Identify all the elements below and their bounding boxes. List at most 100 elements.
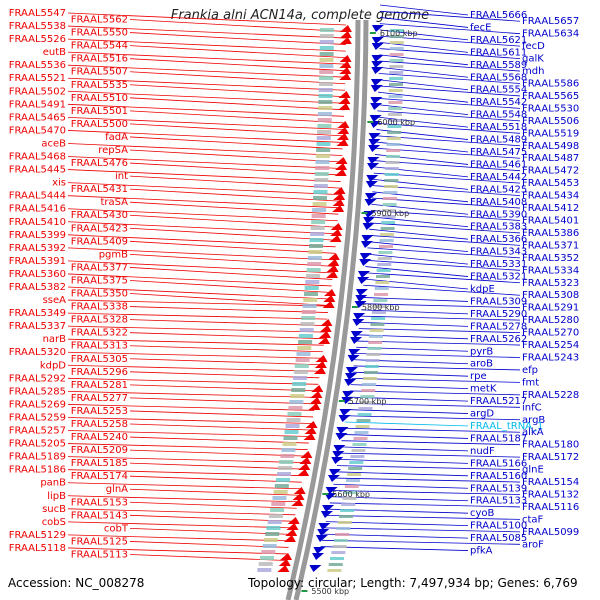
- gene-label-right[interactable]: glnE: [522, 465, 544, 476]
- gene-label-right[interactable]: FRAAL5611: [470, 47, 527, 58]
- gene-label-left[interactable]: FRAAL5350: [71, 289, 128, 300]
- gene-label-right[interactable]: FRAAL5331: [470, 259, 527, 270]
- gene-label-right[interactable]: FRAAL5506: [522, 116, 579, 127]
- gene-label-right[interactable]: FRAAL5434: [522, 191, 579, 202]
- gene-label-right[interactable]: FRAAL5425: [470, 184, 527, 195]
- gene-label-right[interactable]: FRAAL5139: [470, 483, 527, 494]
- gene-label-right[interactable]: FRAAL5383: [470, 222, 527, 233]
- gene-label-left[interactable]: FRAAL5185: [71, 458, 128, 469]
- gene-label-right[interactable]: FRAAL5154: [522, 477, 579, 488]
- gene-label-right[interactable]: FRAAL5408: [470, 197, 527, 208]
- gene-label-left[interactable]: FRAAL5129: [9, 530, 66, 541]
- gene-label-right[interactable]: ctaF: [522, 514, 544, 525]
- gene-label-right[interactable]: FRAAL5321: [470, 272, 527, 283]
- gene-label-left[interactable]: cobT: [104, 523, 129, 534]
- gene-label-right[interactable]: FRAAL5180: [522, 440, 579, 451]
- gene-label-right[interactable]: FRAAL5166: [470, 458, 527, 469]
- gene-label-left[interactable]: FRAAL5174: [71, 471, 128, 482]
- gene-label-right[interactable]: FRAAL5530: [522, 103, 579, 114]
- gene-label-left[interactable]: FRAAL5257: [9, 426, 66, 437]
- gene-label-left[interactable]: FRAAL5423: [71, 223, 128, 234]
- gene-label-left[interactable]: FRAAL5205: [9, 439, 66, 450]
- gene-label-right[interactable]: pfkA: [470, 546, 493, 557]
- gene-label-right[interactable]: FRAAL5586: [522, 79, 579, 90]
- gene-label-right[interactable]: argB: [522, 415, 545, 426]
- gene-label-left[interactable]: FRAAL5125: [71, 536, 128, 547]
- gene-label-right[interactable]: FRAAL5085: [470, 533, 527, 544]
- gene-label-right[interactable]: FRAAL5172: [522, 452, 579, 463]
- gene-label-right[interactable]: FRAAL5308: [522, 290, 579, 301]
- gene-label-left[interactable]: FRAAL5281: [71, 380, 128, 391]
- gene-label-right[interactable]: FRAAL5270: [522, 328, 579, 339]
- gene-label-left[interactable]: FRAAL5118: [9, 543, 66, 554]
- trna-label[interactable]: FRAAL_tRNA_1: [470, 421, 543, 432]
- gene-label-left[interactable]: FRAAL5550: [71, 28, 128, 39]
- gene-label-left[interactable]: lipB: [47, 491, 66, 502]
- gene-label-right[interactable]: FRAAL5290: [470, 309, 527, 320]
- gene-label-left[interactable]: FRAAL5416: [9, 204, 66, 215]
- gene-label-left[interactable]: FRAAL5431: [71, 184, 128, 195]
- gene-label-right[interactable]: FRAAL5334: [522, 265, 579, 276]
- gene-label-left[interactable]: FRAAL5491: [9, 99, 66, 110]
- gene-label-right[interactable]: FRAAL5099: [522, 527, 579, 538]
- gene-label-right[interactable]: metK: [470, 384, 497, 395]
- gene-label-right[interactable]: nudF: [470, 446, 495, 457]
- gene-label-right[interactable]: FRAAL5100: [470, 521, 527, 532]
- gene-label-right[interactable]: FRAAL5542: [470, 97, 527, 108]
- gene-label-right[interactable]: fecD: [522, 41, 545, 52]
- gene-label-right[interactable]: FRAAL5442: [470, 172, 527, 183]
- gene-label-left[interactable]: FRAAL5186: [9, 465, 66, 476]
- gene-label-left[interactable]: FRAAL5409: [71, 236, 128, 247]
- gene-label-left[interactable]: FRAAL5410: [9, 217, 66, 228]
- gene-label-right[interactable]: FRAAL5280: [522, 315, 579, 326]
- gene-label-left[interactable]: int: [115, 171, 128, 182]
- gene-label-left[interactable]: FRAAL5500: [71, 119, 128, 130]
- gene-label-right[interactable]: FRAAL5472: [522, 166, 579, 177]
- gene-label-right[interactable]: argD: [470, 409, 494, 420]
- gene-label-left[interactable]: FRAAL5209: [71, 445, 128, 456]
- gene-label-right[interactable]: mdh: [522, 66, 544, 77]
- gene-label-left[interactable]: cobS: [42, 517, 66, 528]
- gene-label-left[interactable]: FRAAL5258: [71, 419, 128, 430]
- gene-label-right[interactable]: FRAAL5160: [470, 471, 527, 482]
- gene-label-left[interactable]: FRAAL5430: [71, 210, 128, 221]
- gene-label-right[interactable]: aroB: [470, 359, 493, 370]
- gene-label-right[interactable]: FRAAL5401: [522, 216, 579, 227]
- gene-label-right[interactable]: FRAAL5278: [470, 321, 527, 332]
- gene-label-left[interactable]: narB: [43, 334, 67, 345]
- gene-label-right[interactable]: FRAAL5323: [522, 278, 579, 289]
- gene-label-right[interactable]: fmt: [522, 377, 539, 388]
- gene-label-left[interactable]: FRAAL5143: [71, 510, 128, 521]
- gene-label-left[interactable]: FRAAL5535: [71, 80, 128, 91]
- gene-label-left[interactable]: FRAAL5253: [71, 406, 128, 417]
- gene-label-right[interactable]: cyoB: [470, 508, 495, 519]
- gene-label-left[interactable]: FRAAL5285: [9, 386, 66, 397]
- gene-label-right[interactable]: FRAAL5309: [470, 296, 527, 307]
- gene-label-right[interactable]: FRAAL5390: [470, 209, 527, 220]
- gene-label-right[interactable]: infC: [522, 402, 542, 413]
- gene-label-left[interactable]: FRAAL5322: [71, 328, 128, 339]
- gene-label-left[interactable]: FRAAL5153: [71, 497, 128, 508]
- gene-label-right[interactable]: FRAAL5132: [522, 490, 579, 501]
- gene-label-left[interactable]: FRAAL5382: [9, 282, 66, 293]
- gene-label-left[interactable]: FRAAL5292: [9, 373, 66, 384]
- gene-label-left[interactable]: FRAAL5468: [9, 152, 66, 163]
- gene-label-left[interactable]: FRAAL5269: [9, 399, 66, 410]
- gene-label-left[interactable]: fadA: [105, 132, 128, 143]
- gene-label-right[interactable]: rpe: [470, 371, 487, 382]
- gene-label-left[interactable]: FRAAL5305: [71, 354, 128, 365]
- gene-label-left[interactable]: sucB: [42, 504, 66, 515]
- gene-label-right[interactable]: FRAAL5371: [522, 240, 579, 251]
- gene-label-left[interactable]: FRAAL5360: [9, 269, 66, 280]
- gene-label-right[interactable]: FRAAL5554: [470, 85, 527, 96]
- gene-label-left[interactable]: FRAAL5113: [71, 549, 128, 560]
- gene-label-left[interactable]: FRAAL5259: [9, 412, 66, 423]
- gene-label-left[interactable]: FRAAL5399: [9, 230, 66, 241]
- gene-label-left[interactable]: FRAAL5516: [71, 54, 128, 65]
- gene-label-right[interactable]: FRAAL5487: [522, 153, 579, 164]
- gene-label-left[interactable]: FRAAL5544: [71, 41, 128, 52]
- gene-label-left[interactable]: FRAAL5476: [71, 158, 128, 169]
- gene-label-left[interactable]: FRAAL5391: [9, 256, 66, 267]
- gene-label-left[interactable]: FRAAL5562: [71, 15, 128, 26]
- gene-label-right[interactable]: kdpE: [470, 284, 495, 295]
